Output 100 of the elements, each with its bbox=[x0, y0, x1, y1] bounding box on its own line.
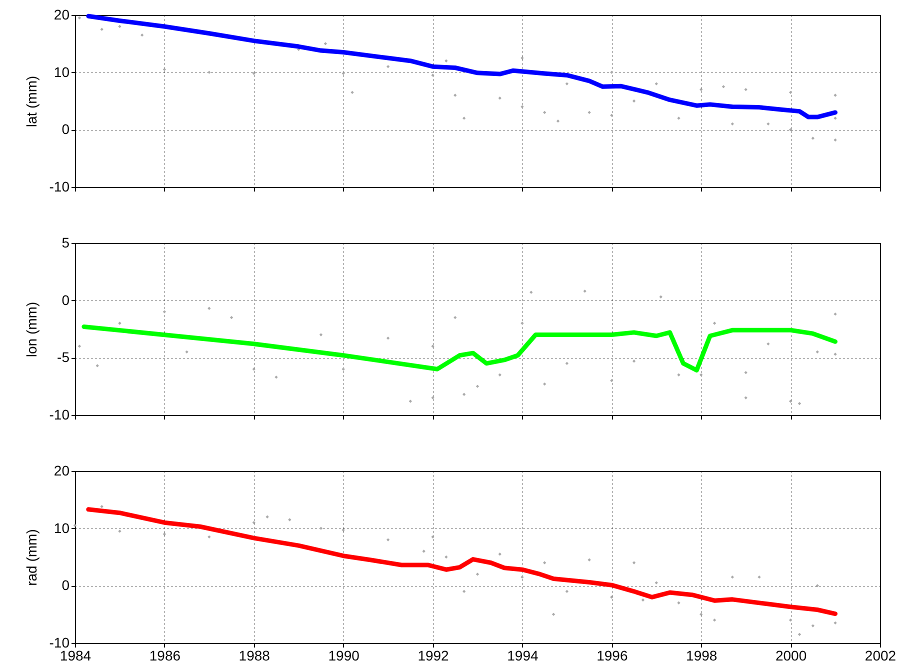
point bbox=[319, 526, 323, 530]
point bbox=[431, 396, 434, 400]
point bbox=[788, 400, 792, 403]
x-tick-label: 2000 bbox=[775, 648, 807, 664]
point bbox=[162, 532, 166, 536]
point bbox=[766, 122, 770, 126]
point bbox=[659, 295, 662, 298]
point bbox=[324, 42, 328, 46]
x-tick-label: 1990 bbox=[328, 648, 360, 664]
point bbox=[712, 618, 716, 622]
point bbox=[444, 59, 448, 62]
point bbox=[444, 555, 448, 559]
point bbox=[185, 350, 188, 354]
point bbox=[454, 316, 457, 320]
point bbox=[610, 596, 614, 599]
point bbox=[730, 122, 734, 126]
y-tick-label: 10 bbox=[54, 64, 70, 80]
y-tick-label: 0 bbox=[62, 292, 70, 308]
line-series bbox=[86, 14, 838, 120]
point bbox=[788, 128, 792, 132]
point bbox=[386, 336, 390, 340]
point bbox=[118, 322, 122, 325]
point bbox=[118, 530, 122, 533]
point bbox=[342, 528, 345, 532]
y-tick-label: 20 bbox=[54, 462, 70, 478]
line-series bbox=[86, 507, 838, 616]
point bbox=[498, 373, 502, 376]
point bbox=[274, 376, 278, 379]
point bbox=[565, 362, 569, 365]
point bbox=[834, 352, 837, 356]
point bbox=[834, 138, 837, 142]
point bbox=[431, 344, 434, 348]
x-tick-label: 1994 bbox=[507, 648, 539, 664]
point bbox=[565, 590, 569, 593]
y-axis-title: lon (mm) bbox=[23, 302, 40, 358]
point bbox=[342, 72, 345, 76]
point bbox=[632, 99, 636, 103]
point bbox=[556, 119, 560, 123]
point bbox=[766, 342, 770, 346]
point bbox=[386, 65, 390, 68]
point bbox=[462, 116, 466, 120]
x-tick-label: 1998 bbox=[686, 648, 718, 664]
point bbox=[288, 518, 292, 522]
point bbox=[712, 322, 716, 325]
point bbox=[342, 368, 345, 371]
point bbox=[118, 24, 122, 28]
point bbox=[530, 290, 533, 294]
point bbox=[73, 524, 77, 528]
point bbox=[654, 82, 658, 86]
point bbox=[476, 572, 480, 576]
point bbox=[208, 70, 211, 74]
point bbox=[610, 70, 614, 74]
point bbox=[744, 88, 748, 92]
point bbox=[677, 601, 680, 604]
point bbox=[798, 402, 802, 406]
y-tick-label: -10 bbox=[49, 178, 70, 194]
y-axis-title: lat (mm) bbox=[23, 76, 40, 128]
point bbox=[552, 612, 556, 616]
point bbox=[565, 82, 569, 86]
point bbox=[96, 364, 99, 368]
point bbox=[700, 612, 703, 616]
point bbox=[431, 74, 434, 77]
point bbox=[140, 33, 144, 37]
x-tick-label: 1986 bbox=[149, 648, 181, 664]
point bbox=[100, 504, 104, 508]
point bbox=[834, 94, 837, 97]
point bbox=[543, 110, 546, 114]
point bbox=[700, 373, 703, 376]
point bbox=[386, 538, 390, 542]
point bbox=[252, 521, 256, 524]
point bbox=[543, 382, 546, 386]
point bbox=[252, 368, 256, 371]
y-tick-label: 0 bbox=[62, 121, 70, 138]
point bbox=[78, 344, 82, 348]
y-tick-label: 20 bbox=[54, 6, 70, 22]
y-tick-label: 10 bbox=[54, 520, 70, 536]
y-tick-label: 5 bbox=[62, 234, 70, 250]
point bbox=[588, 110, 591, 114]
point bbox=[632, 561, 636, 564]
point bbox=[758, 575, 761, 579]
point bbox=[476, 384, 480, 388]
point bbox=[816, 584, 819, 588]
point bbox=[520, 56, 524, 60]
point bbox=[422, 550, 426, 553]
point bbox=[162, 310, 166, 314]
point bbox=[498, 96, 502, 100]
point bbox=[722, 85, 726, 88]
point bbox=[462, 590, 466, 593]
point bbox=[788, 618, 792, 622]
point bbox=[700, 88, 703, 92]
point bbox=[520, 105, 524, 108]
point bbox=[744, 370, 748, 374]
point bbox=[408, 400, 412, 403]
point bbox=[834, 116, 837, 120]
point bbox=[319, 333, 323, 336]
point bbox=[610, 379, 614, 382]
point bbox=[641, 598, 645, 602]
point bbox=[498, 552, 502, 556]
point bbox=[788, 90, 792, 94]
point bbox=[208, 535, 211, 539]
